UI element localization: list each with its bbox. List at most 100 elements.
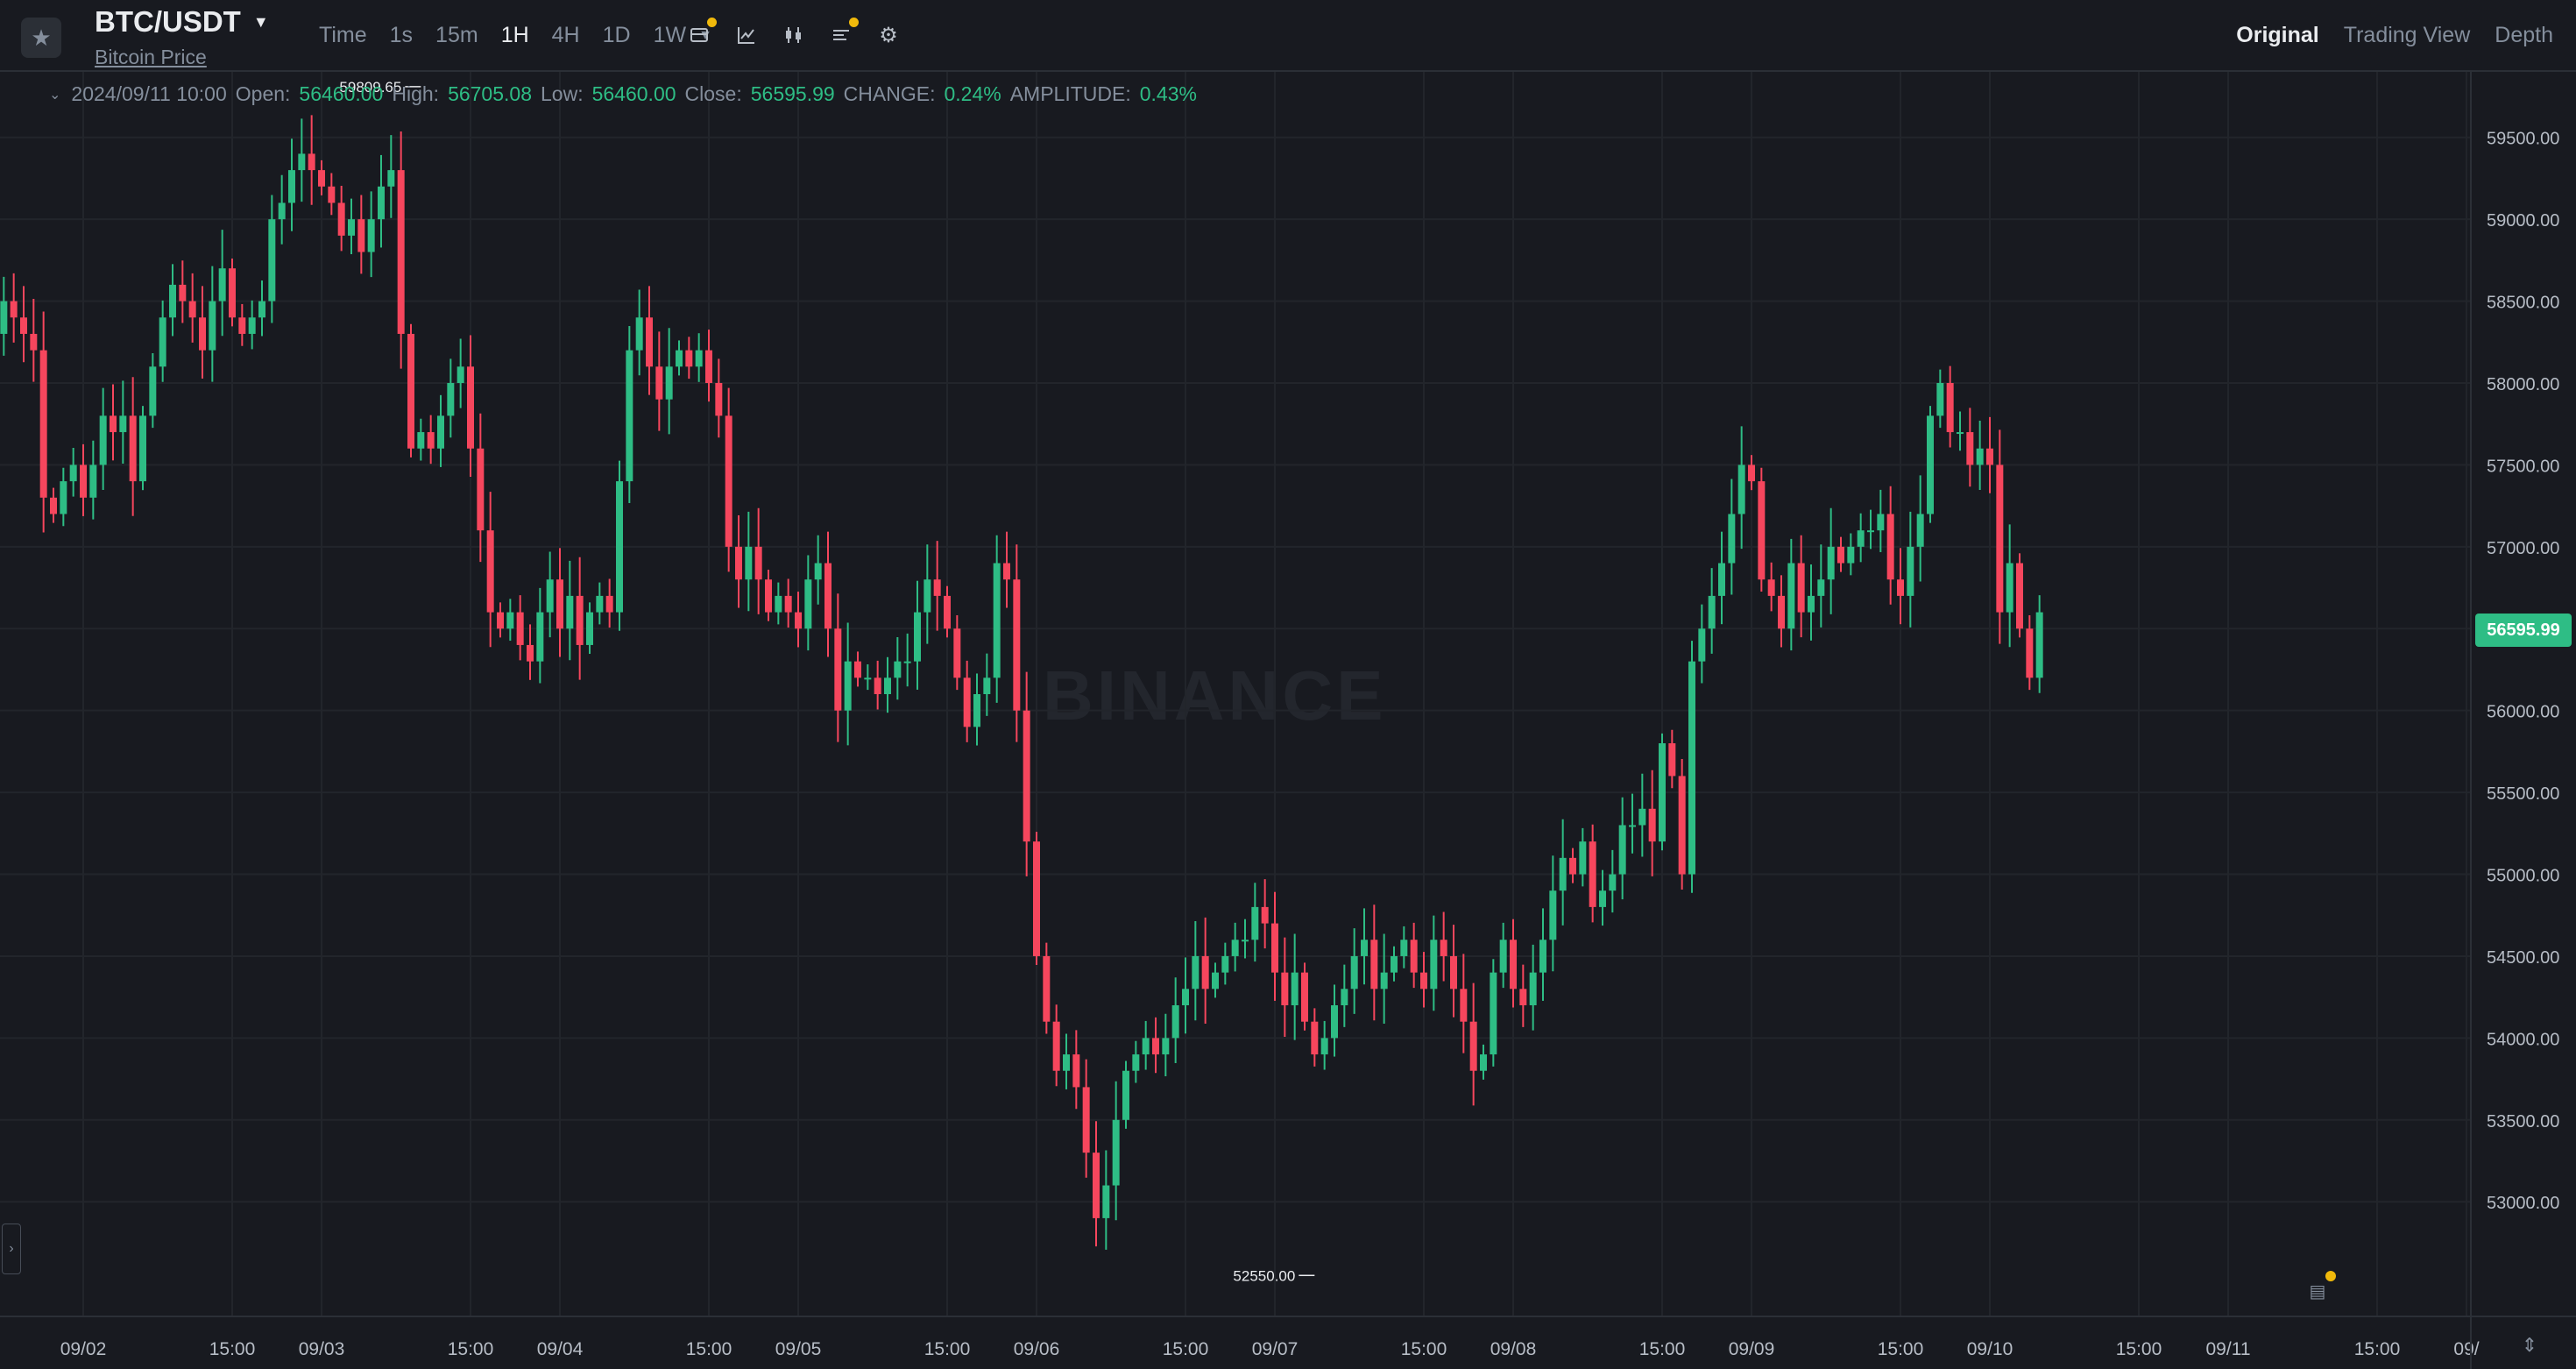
candle-body [209,301,216,351]
candle-body [10,301,18,318]
low-value: 56460.00 [591,82,676,105]
chevron-down-icon[interactable]: ⌄ [49,87,61,103]
candle-body [179,284,187,301]
interval-4h[interactable]: 4H [551,23,580,47]
candle-body [983,677,991,694]
candle-body [1281,972,1289,1005]
x-tick-label: 15:00 [2354,1339,2401,1359]
interval-1w[interactable]: 1W [653,23,687,47]
candle-body [1659,743,1666,842]
candle-body [80,465,87,498]
candle-body [1033,841,1040,956]
candle-body [1102,1185,1110,1218]
candle-body [1897,579,1904,596]
candle-body [477,448,485,531]
candle-body [1212,972,1219,990]
order-book-button[interactable]: ▤ [2304,1271,2336,1304]
candle-body [576,595,584,645]
candle-body [169,284,176,318]
candle-body [735,546,742,580]
candle-body [258,301,265,318]
candle-body [506,612,514,629]
candle-body [199,317,206,351]
tab-trading-view[interactable]: Trading View [2343,23,2471,47]
ohlc-legend: ⌄ 2024/09/11 10:00 Open: 56460.00 High: 56… [49,82,1197,106]
pair-subtitle-link[interactable]: Bitcoin Price [95,46,207,68]
favorite-button[interactable]: ★ [21,18,61,58]
candle-body [754,546,762,580]
candle-type-icon [786,27,801,43]
candle-body [1996,465,2004,613]
pair-selector[interactable]: BTC/USDT ▼ [95,5,269,39]
x-tick-label: 15:00 [1878,1339,1924,1359]
y-tick-label: 59000.00 [2487,211,2559,231]
candle-body [804,579,812,629]
settings-list-button[interactable] [827,18,859,49]
x-tick-label: 09/05 [775,1339,822,1359]
candle-body [248,317,256,334]
candle-body [1013,579,1021,711]
interval-15m[interactable]: 15m [435,23,478,47]
candle-body [1341,989,1348,1005]
candle-body [1043,955,1051,1022]
fit-axis-button[interactable]: ⇕ [2516,1332,2543,1358]
candle-body [1609,874,1617,891]
candle-body [1966,432,1974,465]
candle-body [586,612,593,645]
candle-body [516,612,524,645]
candle-body [894,661,902,678]
candle-body [1867,530,1874,533]
x-tick-label: 09/06 [1014,1339,1060,1359]
candle-body [1182,989,1189,1005]
line-chart-button[interactable] [732,21,761,49]
candle-body [1877,514,1885,531]
interval-1s[interactable]: 1s [389,23,414,47]
current-price-tag: 56595.99 [2475,614,2572,647]
candle-body [1549,890,1557,940]
x-tick-label: 15:00 [1639,1339,1686,1359]
candle-body [1420,972,1427,990]
candle-body [775,595,782,613]
candle-body [1152,1038,1159,1055]
candle-body [2035,612,2043,678]
candle-body [2026,628,2034,678]
indicator-button[interactable] [685,18,717,49]
candle-body [1569,857,1576,875]
candle-body [1927,415,1934,514]
candle-body [1837,546,1844,564]
candle-body [467,366,474,449]
candle-body [1638,808,1646,826]
interval-time[interactable]: Time [319,23,367,47]
x-tick-label: 15:00 [209,1339,256,1359]
low-label: Low: [541,82,584,105]
candle-body [378,186,385,220]
candle-body [1450,955,1457,990]
low-marker-label: 52550.00 [1233,1267,1295,1284]
chart-tools: ⚙ [685,18,902,49]
close-label: Close: [684,82,742,105]
candle-body [536,612,544,662]
candle-body [1311,1021,1319,1055]
candle-body [556,579,563,629]
candle-body [1668,743,1676,777]
candlestick-chart[interactable]: 59500.00 59000.00 58500.00 58000.00 57500.00… [0,72,2576,1369]
candle-body [1093,1153,1100,1218]
candle-body [2016,563,2023,629]
x-tick-label: 09/03 [299,1339,345,1359]
chart-settings-button[interactable]: ⚙ [874,21,902,49]
ohlc-date: 2024/09/11 10:00 [71,82,227,105]
open-label: Open: [235,82,291,105]
candle-body [1728,514,1736,564]
tab-original[interactable]: Original [2236,23,2319,47]
expand-panel-button[interactable]: › [2,1224,21,1274]
interval-1h[interactable]: 1H [500,23,529,47]
candle-body [616,481,623,613]
y-tick-label: 55000.00 [2487,867,2559,886]
interval-1d[interactable]: 1D [602,23,631,47]
candle-body [1052,1021,1060,1071]
candle-body [1737,465,1745,514]
candle-body [676,350,683,367]
x-tick-label: 09/ [2453,1339,2479,1359]
candle-type-button[interactable] [780,21,808,49]
tab-depth[interactable]: Depth [2495,23,2553,47]
